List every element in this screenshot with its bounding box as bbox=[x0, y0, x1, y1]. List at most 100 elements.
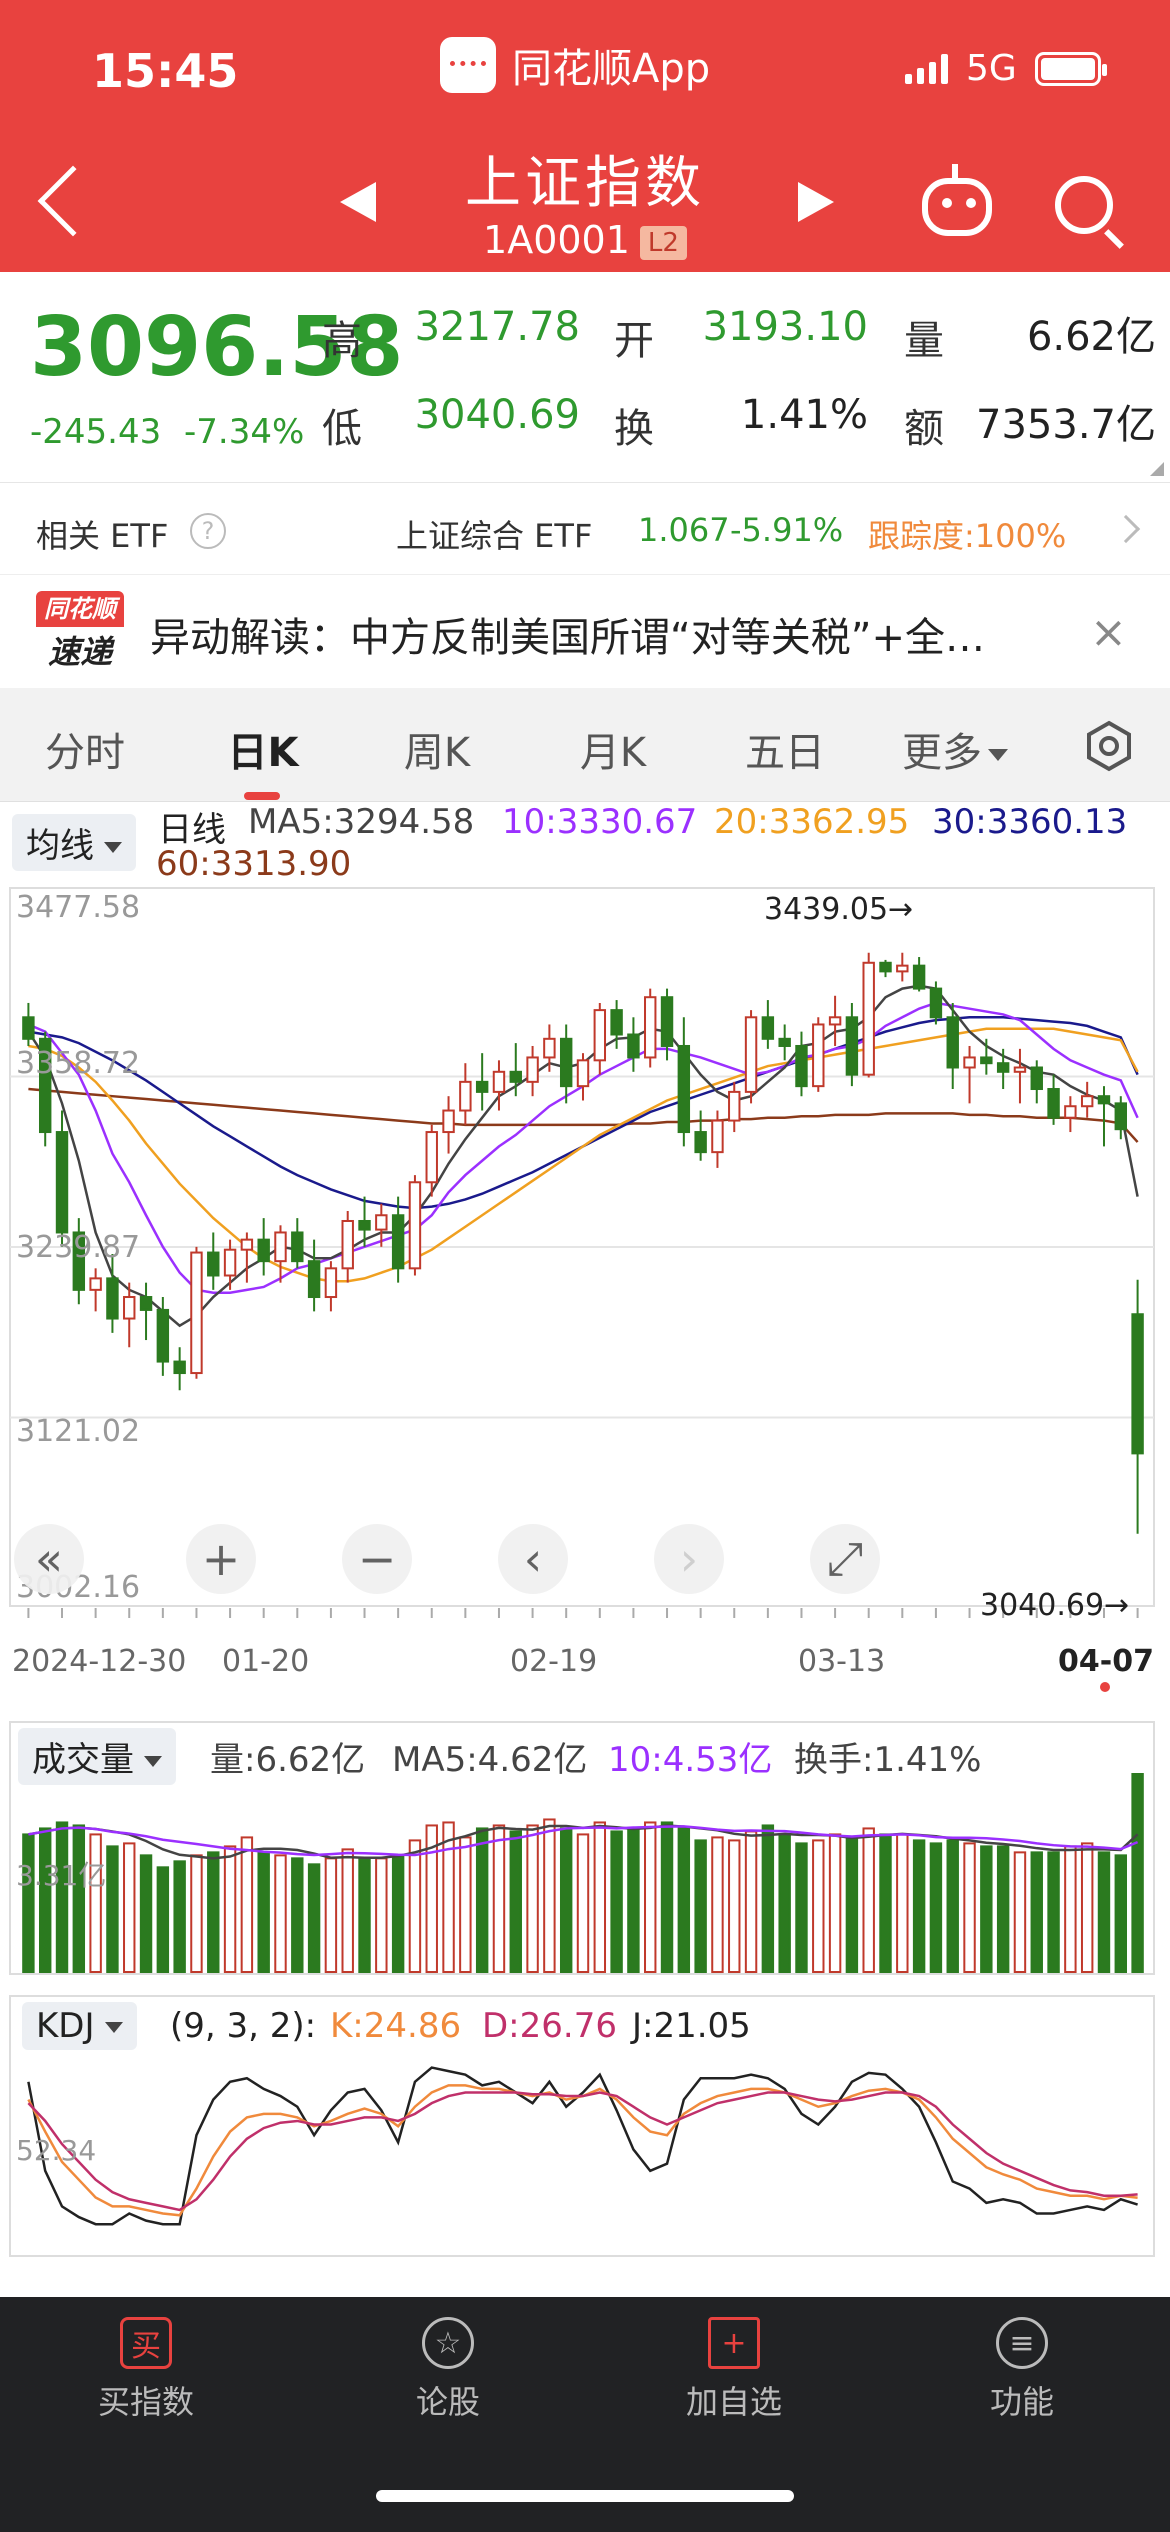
nav-functions[interactable]: ≡ 功能 bbox=[922, 2317, 1122, 2423]
tab-intraday[interactable]: 分时 bbox=[45, 730, 125, 776]
volume-bar bbox=[862, 1827, 875, 1974]
candle bbox=[358, 1196, 371, 1247]
candle-body bbox=[980, 1056, 993, 1065]
ma-selector[interactable]: 均线 bbox=[12, 814, 136, 871]
zoom-out-button[interactable]: − bbox=[342, 1524, 412, 1594]
volume-bar bbox=[526, 1824, 539, 1973]
candle-body bbox=[190, 1251, 203, 1375]
kdj-params: (9, 3, 2): bbox=[170, 2006, 317, 2046]
app-banner[interactable]: 同花顺App bbox=[440, 36, 710, 94]
related-etf-row[interactable]: 相关 ETF ? 上证综合 ETF 1.067 -5.91% 跟踪度:100% bbox=[0, 482, 1170, 574]
volume-bar bbox=[778, 1833, 791, 1973]
etf-name: 上证综合 ETF bbox=[396, 517, 593, 555]
candle-body bbox=[1097, 1095, 1111, 1105]
expand-corner-icon[interactable] bbox=[1150, 462, 1164, 476]
volume-bar bbox=[223, 1845, 237, 1973]
tab-monthly-k[interactable]: 月K bbox=[579, 730, 647, 776]
candle-body bbox=[139, 1296, 153, 1311]
x-label-0: 2024-12-30 bbox=[12, 1644, 187, 1679]
nav-discuss-label: 论股 bbox=[415, 2383, 480, 2421]
tab-five-day[interactable]: 五日 bbox=[745, 730, 825, 776]
volume-bar bbox=[408, 1839, 422, 1974]
candle-body bbox=[879, 961, 892, 973]
etf-change: -5.91% bbox=[730, 511, 844, 549]
volume-bar bbox=[307, 1863, 321, 1974]
signal-icon bbox=[905, 53, 948, 84]
candle-body bbox=[358, 1219, 371, 1231]
candle-body bbox=[1114, 1102, 1128, 1131]
zoom-in-button[interactable]: + bbox=[186, 1524, 256, 1594]
low-value: 3040.69 bbox=[414, 392, 580, 438]
y-label-2: 3239.87 bbox=[16, 1230, 141, 1265]
tab-more[interactable]: 更多 bbox=[870, 720, 1040, 778]
candle bbox=[425, 1124, 438, 1197]
kdj-lines bbox=[27, 2066, 1138, 2226]
chevron-down-icon bbox=[144, 1756, 162, 1767]
y-label-3: 3121.02 bbox=[16, 1414, 141, 1449]
candle-body bbox=[946, 1016, 959, 1069]
kdj-selector[interactable]: KDJ bbox=[22, 2002, 137, 2050]
candle bbox=[526, 1045, 539, 1097]
candle-body bbox=[72, 1231, 86, 1291]
candle bbox=[1064, 1096, 1077, 1133]
news-banner[interactable]: 同花顺 速递 异动解读：中方反制美国所谓“对等关税”+全… × bbox=[0, 574, 1170, 688]
candle-body bbox=[1047, 1088, 1060, 1119]
kdj-selector-label: KDJ bbox=[36, 2006, 95, 2046]
prev-stock-button[interactable] bbox=[340, 182, 376, 222]
candle bbox=[1047, 1074, 1060, 1125]
candle bbox=[375, 1203, 388, 1247]
tab-daily-k[interactable]: 日K bbox=[227, 730, 299, 776]
nav-buy-index[interactable]: 买 买指数 bbox=[46, 2317, 246, 2423]
candle bbox=[963, 1045, 976, 1104]
candle bbox=[442, 1096, 455, 1154]
kdj-legend-k: K:24.86 bbox=[330, 2006, 462, 2046]
close-icon[interactable]: × bbox=[1090, 607, 1127, 658]
network-type: 5G bbox=[966, 48, 1017, 89]
search-icon[interactable] bbox=[1055, 176, 1113, 234]
scroll-left-button[interactable]: ‹ bbox=[498, 1524, 568, 1594]
settings-icon[interactable] bbox=[1083, 720, 1135, 772]
news-headline[interactable]: 异动解读：中方反制美国所谓“对等关税”+全… bbox=[150, 615, 985, 661]
volume-bar bbox=[475, 1827, 489, 1974]
star-icon: ☆ bbox=[422, 2317, 474, 2369]
candle bbox=[257, 1218, 270, 1276]
candle bbox=[627, 1017, 640, 1072]
candle bbox=[946, 1002, 959, 1090]
candle-body bbox=[509, 1070, 522, 1083]
volume-selector[interactable]: 成交量 bbox=[18, 1728, 176, 1785]
ma60-legend: 60:3313.90 bbox=[156, 844, 352, 884]
candle-body bbox=[240, 1238, 254, 1251]
robot-assistant-icon[interactable] bbox=[922, 164, 992, 236]
scroll-right-button[interactable]: › bbox=[654, 1524, 724, 1594]
kdj-d-line bbox=[27, 2091, 1138, 2212]
candle bbox=[1114, 1096, 1128, 1140]
volume-bar bbox=[812, 1839, 825, 1974]
nav-add-watchlist[interactable]: + 加自选 bbox=[634, 2317, 834, 2423]
x-label-4: 04-07 bbox=[1058, 1644, 1154, 1679]
volume-legend-turnover: 换手:1.41% bbox=[794, 1740, 982, 1780]
nav-discuss[interactable]: ☆ 论股 bbox=[348, 2317, 548, 2423]
candle-body bbox=[1030, 1066, 1043, 1091]
ma60-line bbox=[28, 1087, 1139, 1143]
volume-bar bbox=[391, 1854, 405, 1974]
help-icon[interactable]: ? bbox=[190, 513, 226, 549]
candle-body bbox=[543, 1037, 556, 1059]
next-stock-button[interactable] bbox=[798, 182, 834, 222]
volume-bar bbox=[576, 1833, 590, 1973]
etf-tracking: 跟踪度:100% bbox=[868, 517, 1067, 555]
volume-bar bbox=[912, 1839, 926, 1974]
candle bbox=[912, 957, 926, 992]
volume-bar bbox=[963, 1842, 976, 1974]
tab-weekly-k[interactable]: 周K bbox=[403, 730, 471, 776]
fullscreen-button[interactable]: ⤢ bbox=[810, 1524, 880, 1594]
candle-body bbox=[341, 1219, 354, 1270]
kline-chart[interactable] bbox=[0, 802, 1170, 2297]
candle-body bbox=[996, 1062, 1010, 1073]
volume-bar bbox=[896, 1833, 909, 1973]
volume-bar bbox=[593, 1821, 607, 1974]
scroll-start-button[interactable]: « bbox=[14, 1524, 84, 1594]
candle-body bbox=[22, 1016, 35, 1040]
volume-bar bbox=[980, 1845, 993, 1973]
candle bbox=[694, 1110, 707, 1161]
